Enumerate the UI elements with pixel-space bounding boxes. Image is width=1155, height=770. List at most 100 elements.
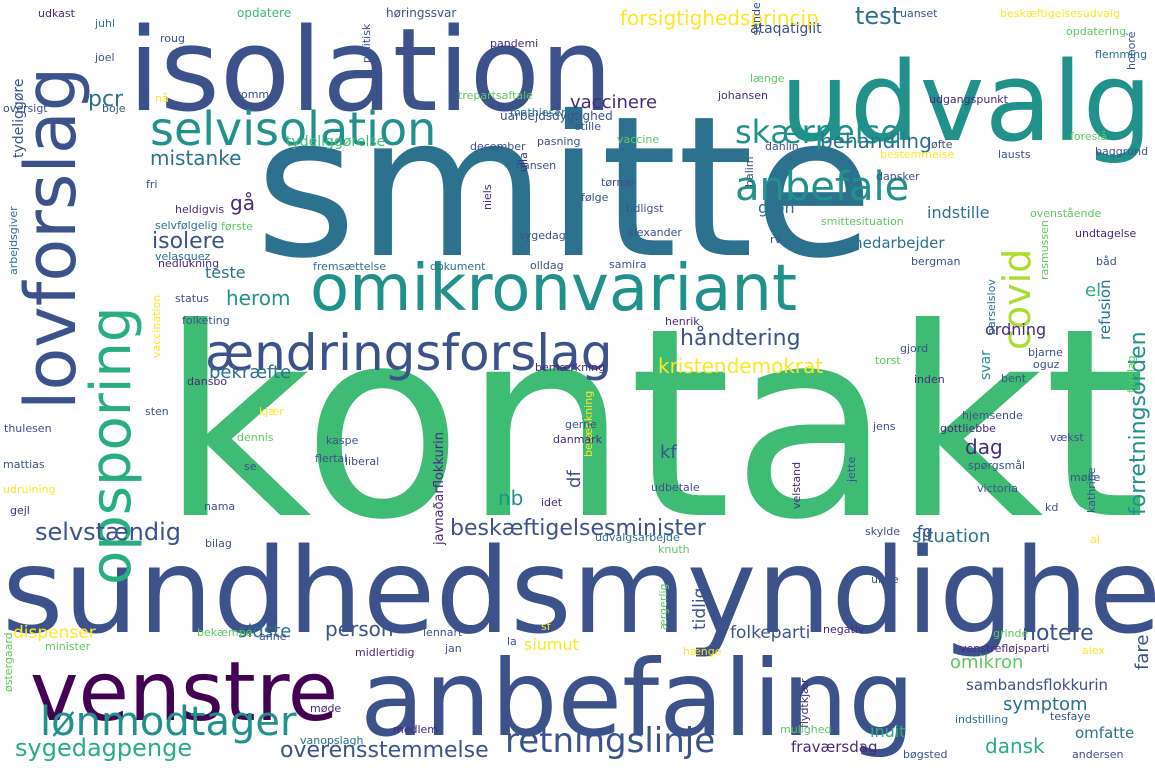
cloud-word: tidlig [690,588,710,630]
cloud-word: symptom [1003,694,1088,715]
cloud-word: dahlin [765,140,799,153]
cloud-word: rv [770,233,782,246]
cloud-word: selvstændig [35,518,181,546]
cloud-word: udgangspunkt [929,93,1009,106]
cloud-word: barselslov [985,279,998,335]
cloud-word: anne [259,630,287,643]
cloud-word: dag [965,435,1003,459]
cloud-word: herom [226,286,290,310]
cloud-word: arbejdsgiver [7,206,20,275]
cloud-word: gjord [900,342,928,355]
cloud-word: ulla [517,152,530,172]
cloud-word: ærgerlig [657,584,670,631]
cloud-word: tydeliggøre [11,79,27,158]
cloud-word: tydeliggørelse [286,134,385,150]
cloud-word: opdatere [237,6,291,20]
cloud-word: rasmussen [1038,220,1051,280]
cloud-word: trepartsaftale [458,89,533,102]
cloud-word: roug [160,32,185,45]
cloud-word: forretningsorden [1126,331,1151,515]
cloud-word: isolere [152,229,225,254]
cloud-word: forsigtighedsprincip [620,6,819,30]
cloud-word: covid [995,249,1039,350]
cloud-word: komme [235,88,276,101]
cloud-word: bemærkning [535,361,605,374]
cloud-word: df [564,470,585,488]
cloud-word: skærpelse [735,113,900,151]
cloud-word: december [470,140,526,153]
cloud-word: grinde [993,627,1029,640]
cloud-word: teste [205,263,246,282]
cloud-word: se [244,460,257,473]
cloud-word: person [325,617,394,641]
cloud-word: sygedagpenge [15,734,192,762]
cloud-word: dennis [237,431,274,444]
cloud-word: ataqatigiit [750,21,822,37]
cloud-word: folketing [182,314,230,327]
cloud-word: udvalg [780,38,1152,166]
cloud-word: selvisolation [150,102,436,156]
cloud-word: venstre [30,645,338,740]
cloud-word: dansbo [187,375,227,388]
cloud-word: inden [914,373,945,386]
cloud-word: vanopslagh [300,734,363,747]
cloud-word: joel [94,51,115,64]
cloud-word: danmark [553,433,603,446]
cloud-word: jan [444,642,462,655]
cloud-word: anbefaling [360,638,915,760]
cloud-word: spørgsmål [968,459,1025,472]
cloud-word: mulighed [780,723,832,736]
cloud-word: bekræfte [209,362,291,383]
cloud-word: honoré [1125,31,1138,70]
cloud-word: omikronvariant [310,252,797,326]
cloud-word: overensstemmelse [280,738,489,763]
cloud-word: båd [1096,255,1117,268]
cloud-word: vaccinere [570,92,657,113]
cloud-word: sidste [238,621,291,642]
cloud-word: bilag [205,537,232,550]
cloud-word: velstand [790,462,803,509]
cloud-word: nb [498,486,523,510]
cloud-word: olldag [530,259,564,272]
cloud-word: al [1090,533,1100,546]
cloud-word: betænkning [582,391,595,457]
cloud-word: skylde [865,525,900,538]
cloud-word: kd [1045,501,1058,514]
cloud-word: følge [581,191,609,204]
cloud-word: flertal [315,452,347,465]
cloud-word: test [855,2,901,30]
cloud-word: bergman [911,255,961,268]
cloud-word: isolation [128,4,613,138]
cloud-word: grøn [758,198,795,217]
cloud-word: udbetale [651,481,700,494]
cloud-word: udvalgsarbejde [595,531,680,544]
cloud-word: flydtkjær [798,678,811,728]
cloud-word: anbefale [735,164,909,210]
cloud-word: dansker [876,170,920,183]
cloud-word: længe [750,72,785,85]
cloud-word: indstilling [955,713,1008,726]
cloud-word: kristendemokrat [658,354,823,378]
cloud-word: mistanke [150,146,241,170]
cloud-word: bekæmpe [197,626,253,639]
cloud-word: opdatering [1066,25,1126,38]
cloud-word: møde [310,702,341,715]
cloud-word: mølle [1070,471,1101,484]
cloud-word: ovenstående [1030,207,1101,220]
cloud-word: håndtering [680,325,801,351]
cloud-word: venstrefløjsparti [960,642,1049,655]
cloud-word: medlem [393,723,438,736]
cloud-word: sten [145,405,169,418]
cloud-word: tesfaye [1050,710,1091,723]
cloud-word: situation [912,526,990,547]
cloud-word: foreslå [1070,130,1107,143]
cloud-word: fremsættelse [313,260,386,273]
cloud-word: halim [743,156,756,187]
cloud-word: omfatte [1075,724,1134,742]
cloud-word: velasquez [155,250,211,263]
cloud-word: bjarne [1028,346,1063,359]
cloud-word: nå [155,92,169,105]
cloud-word: alexander [627,226,682,239]
cloud-word: pcr [88,87,124,112]
